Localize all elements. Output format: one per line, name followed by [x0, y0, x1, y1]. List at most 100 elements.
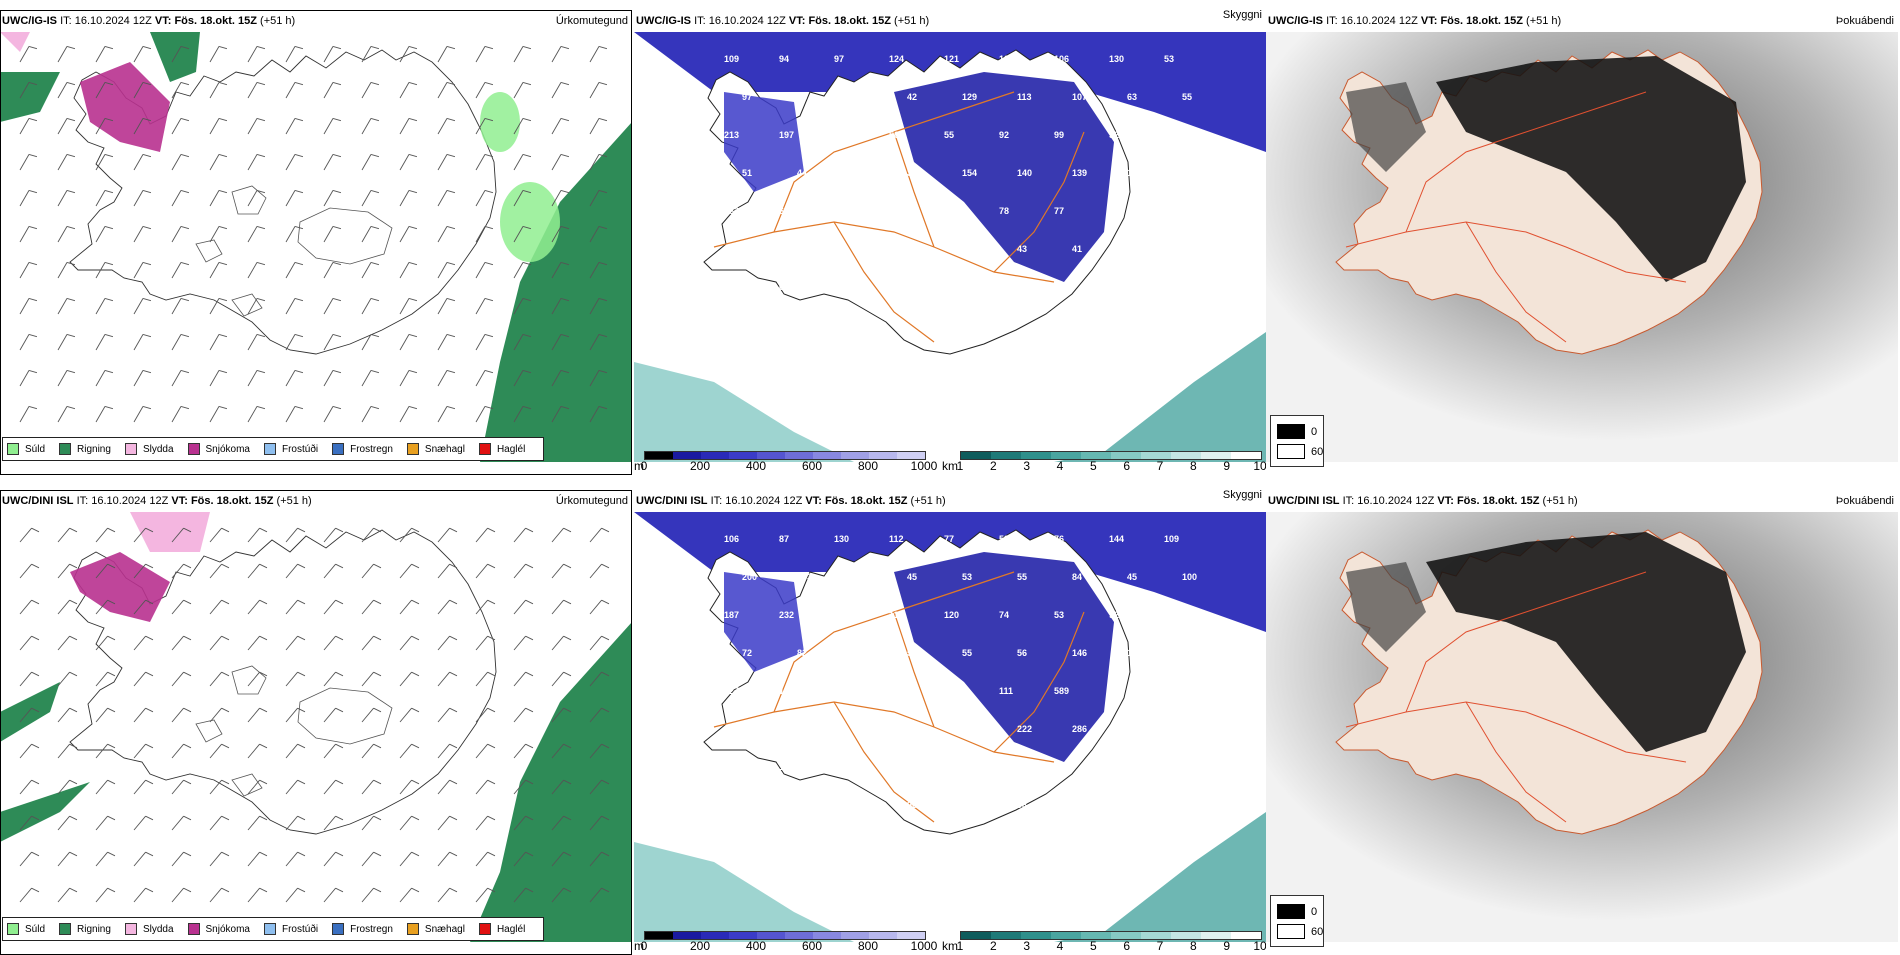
visibility-value: 151: [1182, 168, 1197, 178]
visibility-value: 78: [999, 206, 1009, 216]
legend-label: Súld: [25, 923, 46, 935]
visibility-unit: km: [942, 459, 958, 473]
scale-tick: 10: [1253, 459, 1266, 473]
model-name: UWC/DINI ISL: [636, 495, 708, 507]
legend-item: Snæhagl: [406, 923, 465, 935]
legend-swatch: [332, 443, 345, 455]
map-precip-type[interactable]: [0, 32, 632, 462]
scale-tick: 4: [1056, 939, 1064, 953]
scale-tick: 8: [1189, 939, 1197, 953]
legend-label: Frostúði: [281, 923, 319, 935]
visibility-value: 286: [1072, 724, 1087, 734]
visibility-value: 84: [852, 244, 862, 254]
visibility-value: 127: [724, 686, 739, 696]
panel-title: Skyggni: [1222, 490, 1262, 501]
visibility-value: 94: [779, 54, 789, 64]
visibility-value: 88: [999, 762, 1009, 772]
vt-label: VT:: [1437, 495, 1454, 507]
visibility-scale: km 1 2 3 4 5 6 7 8 9 10: [942, 451, 1266, 473]
visibility-value: 197: [779, 130, 794, 140]
visibility-value: 41: [1072, 244, 1082, 254]
visibility-value: 138: [834, 282, 849, 292]
panel-title: Úrkomutegund: [555, 15, 628, 27]
legend-item: Frostregn: [332, 923, 393, 935]
visibility-value: 73: [889, 206, 899, 216]
visibility-value: 232: [779, 610, 794, 620]
visibility-value: 121: [944, 54, 959, 64]
scale-tick: 9: [1223, 939, 1230, 953]
visibility-value: 60: [1182, 800, 1192, 810]
legend-swatch: [478, 443, 491, 455]
visibility-value: 121: [852, 724, 867, 734]
visibility-value: 42: [1164, 130, 1174, 140]
legend-label: Rigning: [77, 923, 111, 935]
visibility-value: 66: [889, 686, 899, 696]
legend-swatch: [187, 923, 200, 935]
visibility-value: 77: [944, 534, 954, 544]
visibility-value: 139: [962, 800, 977, 810]
visibility-value: 66: [999, 282, 1009, 292]
legend-item: Snjókoma: [187, 443, 250, 455]
visibility-value: 102: [834, 130, 849, 140]
visibility-value: 124: [889, 54, 904, 64]
scale-tick: 8: [1189, 459, 1197, 473]
map-visibility[interactable]: 109 94 97 124 121 125 106 130 53 97 48 52 42 129 113 10…: [634, 32, 1266, 462]
visibility-value: 63: [1127, 92, 1137, 102]
visibility-value: 190: [889, 282, 904, 292]
panel-fog-ig: UWC/IG-IS IT: 16.10.2024 12Z VT: Fös. 18…: [1266, 10, 1898, 475]
visibility-value: 81: [1127, 800, 1137, 810]
legend-swatch: [124, 923, 137, 935]
map-fog-index[interactable]: [1266, 512, 1898, 942]
visibility-value: 49: [1164, 206, 1174, 216]
visibility-value: 38: [907, 168, 917, 178]
ceiling-unit: m: [634, 459, 644, 473]
visibility-value: 95: [944, 762, 954, 772]
visibility-value: 106: [724, 534, 739, 544]
model-name: UWC/IG-IS: [2, 15, 57, 27]
visibility-value: 52: [1109, 130, 1119, 140]
lead-time: (+51 h): [276, 495, 312, 507]
visibility-value: 125: [999, 54, 1014, 64]
init-time: 16.10.2024 12Z: [74, 15, 152, 27]
fog-legend-label: 60: [1311, 445, 1324, 458]
visibility-value: 172: [1164, 610, 1179, 620]
visibility-value: 45: [907, 572, 917, 582]
legend-label: Slydda: [142, 923, 174, 935]
visibility-value: 44: [797, 168, 807, 178]
scale-tick: 10: [1253, 939, 1266, 953]
visibility-value: 190: [907, 724, 922, 734]
visibility-value: 43: [797, 800, 807, 810]
visibility-value: 200: [742, 572, 757, 582]
lead-time: (+51 h): [1542, 495, 1578, 507]
visibility-value: 97: [742, 92, 752, 102]
visibility-value: 35: [1164, 762, 1174, 772]
legend-item: Súld: [7, 923, 45, 935]
map-precip-type[interactable]: [0, 512, 632, 942]
map-fog-index[interactable]: [1266, 32, 1898, 462]
visibility-value: 109: [1164, 534, 1179, 544]
visibility-value: 140: [1017, 168, 1032, 178]
model-name: UWC/IG-IS: [636, 15, 691, 27]
scale-tick: 3: [1023, 459, 1030, 473]
visibility-value: 40: [1182, 244, 1192, 254]
visibility-value: 48: [797, 92, 807, 102]
visibility-value: 130: [834, 534, 849, 544]
fog-legend-item: 60: [1277, 924, 1323, 939]
visibility-value: 77: [1054, 206, 1064, 216]
visibility-value: 97: [889, 762, 899, 772]
panel-header: UWC/DINI ISL IT: 16.10.2024 12Z VT: Fös.…: [634, 490, 1266, 512]
visibility-value: 144: [1109, 534, 1124, 544]
visibility-value: 57: [852, 648, 862, 658]
map-visibility[interactable]: 106 87 130 112 77 59 76 144 109 200 193 182 45 53 55 84…: [634, 512, 1266, 942]
panel-title: Þokuábendi: [1835, 15, 1894, 27]
legend-item: Rigning: [59, 923, 111, 935]
scale-tick: 3: [1023, 939, 1030, 953]
precip-type-legend: Súld Rigning Slydda Snjókoma Frostúði Frostre…: [2, 437, 545, 461]
init-time: 16.10.2024 12Z: [1340, 15, 1418, 27]
panel-visibility-ig: UWC/IG-IS IT: 16.10.2024 12Z VT: Fös. 18…: [634, 10, 1266, 475]
visibility-value: 100: [1182, 572, 1197, 582]
panel-visibility-dini: UWC/DINI ISL IT: 16.10.2024 12Z VT: Fös.…: [634, 490, 1266, 955]
visibility-value: 54: [742, 800, 752, 810]
visibility-value: 120: [944, 610, 959, 620]
visibility-value: 154: [962, 168, 977, 178]
